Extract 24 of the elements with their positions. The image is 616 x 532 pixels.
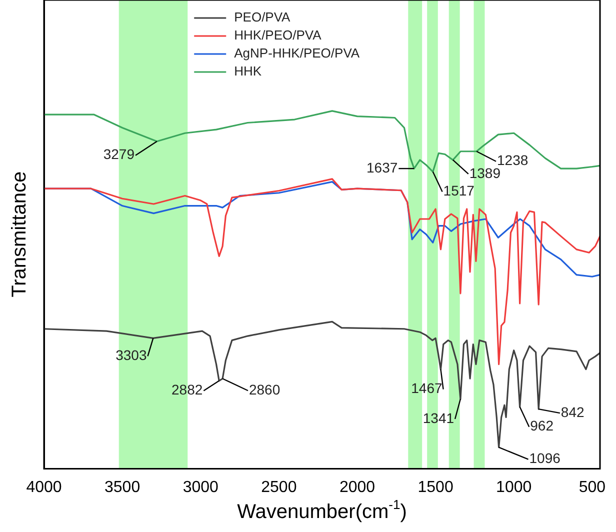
x-tick-label: 4000 — [26, 478, 62, 496]
x-tick-label: 2000 — [339, 478, 376, 496]
annotation: 1637 — [366, 159, 398, 176]
legend-label: PEO/PVA — [234, 10, 291, 25]
y-axis-title: Transmittance — [8, 171, 31, 298]
annotation: 962 — [530, 418, 554, 434]
x-tick-label: 500 — [578, 478, 606, 496]
legend-label: HHK/PEO/PVA — [234, 28, 322, 43]
annotation: 3303 — [116, 347, 147, 364]
annotation: 842 — [560, 404, 584, 420]
x-tick-label: 1000 — [496, 478, 532, 496]
x-tick-label: 3500 — [104, 478, 140, 496]
annotation: 1096 — [529, 450, 561, 466]
annotation: 2882 — [172, 382, 203, 398]
annotation: 1467 — [411, 380, 442, 396]
x-tick-label: 1500 — [418, 478, 454, 496]
legend-label: AgNP-HHK/PEO/PVA — [234, 46, 360, 61]
x-tick-label: 2500 — [261, 478, 297, 496]
annotation: 1341 — [422, 410, 454, 426]
legend-label: HHK — [234, 64, 262, 79]
annotation: 1517 — [443, 182, 475, 199]
annotation: 2860 — [248, 381, 280, 398]
x-tick-label: 3000 — [182, 478, 219, 496]
annotation: 3279 — [103, 146, 135, 162]
